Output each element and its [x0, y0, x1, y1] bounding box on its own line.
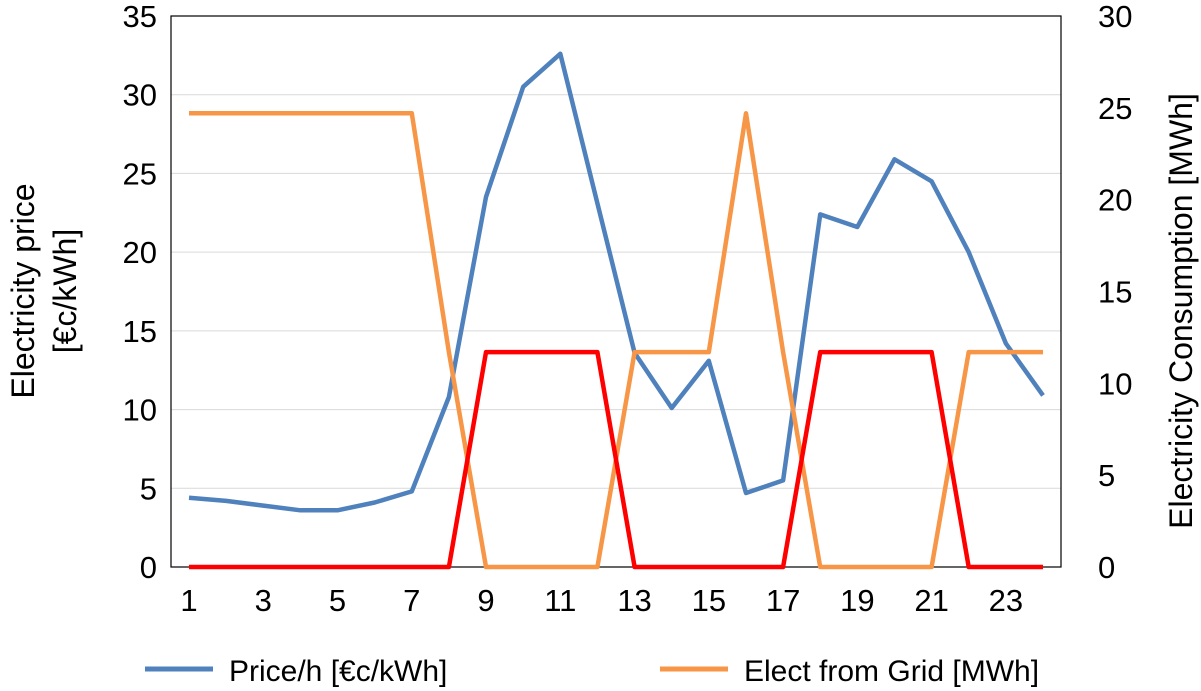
legend-label-grid: Elect from Grid [MWh]: [744, 655, 1039, 688]
right-y-tick-label: 25: [1098, 91, 1132, 126]
x-tick-label: 15: [692, 583, 726, 618]
right-y-axis-ticks: 0 5 10 15 20 25 30: [1098, 0, 1132, 585]
gridlines: [171, 15, 1061, 568]
x-tick-label: 1: [180, 583, 197, 618]
right-y-axis-title: Electricity Consumption [MWh]: [1163, 93, 1199, 529]
right-y-tick-label: 0: [1098, 550, 1115, 585]
x-axis-ticks: 1 3 5 7 9 11 13 15 17 19 21 23: [180, 583, 1023, 618]
left-y-axis-title-line1: Electricity price: [5, 183, 41, 398]
left-y-axis-ticks: 0 5 10 15 20 25 30 35: [123, 0, 157, 585]
plot-area-frame: [170, 15, 1062, 568]
left-y-tick-label: 30: [123, 78, 157, 113]
right-y-tick-label: 10: [1098, 366, 1132, 401]
right-y-tick-label: 20: [1098, 183, 1132, 218]
series-layer: [188, 51, 1045, 570]
left-y-tick-label: 0: [140, 550, 157, 585]
legend-label-price: Price/h [€c/kWh]: [229, 655, 447, 688]
x-tick-label: 17: [766, 583, 800, 618]
x-tick-label: 19: [840, 583, 874, 618]
left-y-axis-title-line2: [€c/kWh]: [47, 229, 83, 353]
right-y-tick-label: 5: [1098, 458, 1115, 493]
left-y-tick-label: 35: [123, 0, 157, 34]
left-y-tick-label: 20: [123, 235, 157, 270]
left-y-tick-label: 10: [123, 393, 157, 428]
x-tick-label: 5: [329, 583, 346, 618]
x-tick-label: 7: [403, 583, 420, 618]
legend: Price/h [€c/kWh] Elect from Grid [MWh]: [145, 655, 1039, 688]
right-y-tick-label: 30: [1098, 0, 1132, 34]
x-tick-label: 11: [544, 583, 576, 618]
series-line-grid: [189, 111, 1043, 570]
x-tick-label: 23: [989, 583, 1023, 618]
series-line-red: [189, 349, 1043, 570]
series-line-price: [188, 51, 1045, 513]
left-y-tick-label: 5: [140, 471, 157, 506]
x-tick-label: 9: [477, 583, 494, 618]
right-y-tick-label: 15: [1098, 275, 1132, 310]
left-y-tick-label: 25: [123, 156, 157, 191]
x-tick-label: 13: [617, 583, 651, 618]
left-y-tick-label: 15: [123, 314, 157, 349]
x-tick-label: 3: [255, 583, 272, 618]
x-tick-label: 21: [914, 583, 948, 618]
